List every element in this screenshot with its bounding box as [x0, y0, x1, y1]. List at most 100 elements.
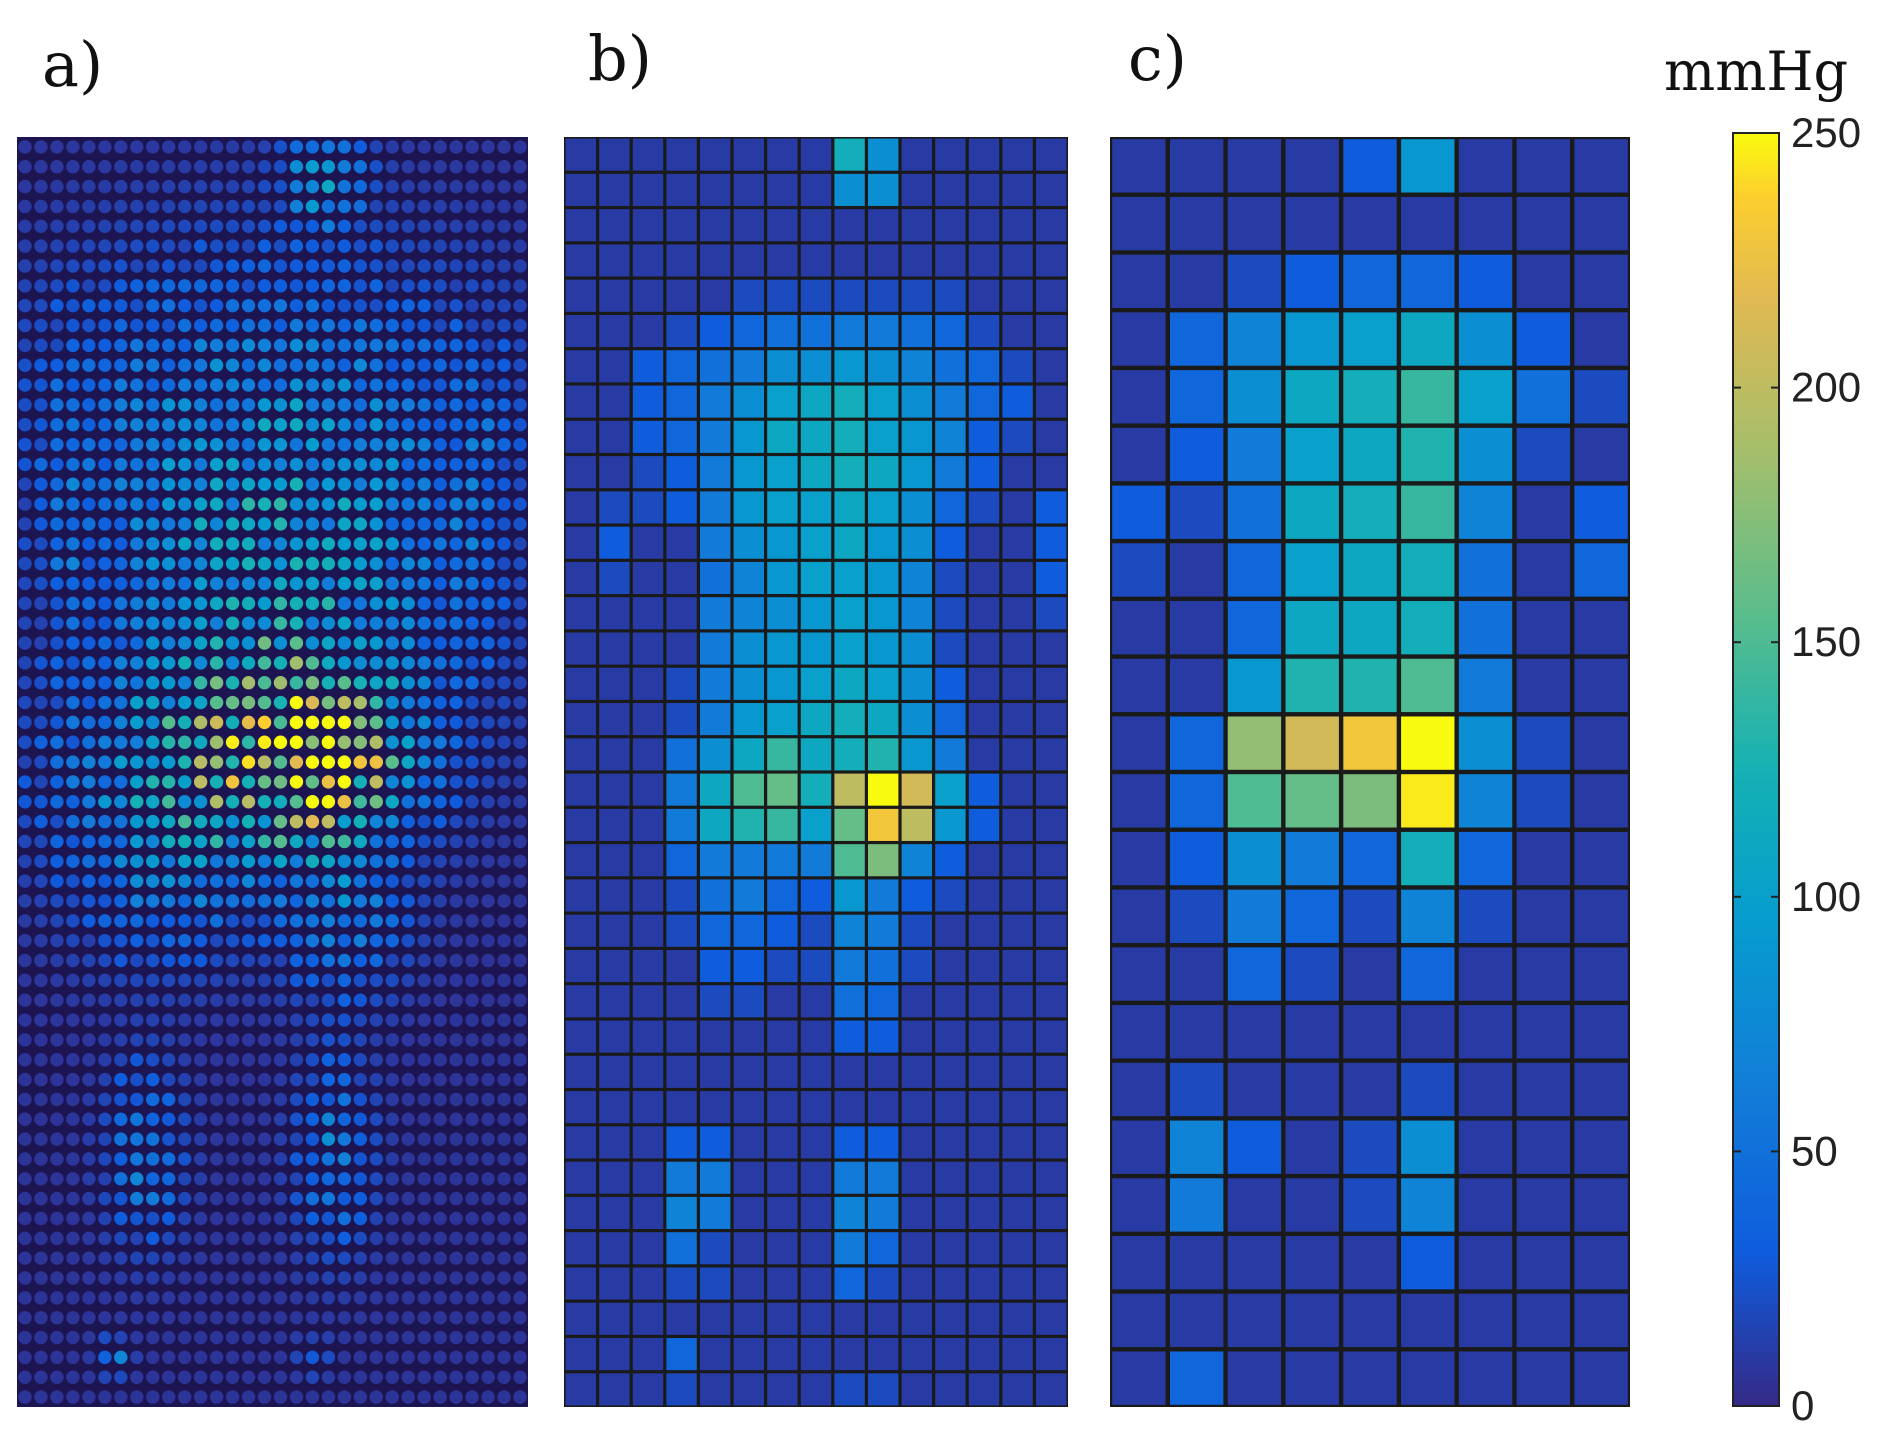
- heatmap-cell: [337, 457, 352, 472]
- heatmap-cell: [50, 1251, 64, 1265]
- heatmap-cell: [433, 1191, 447, 1206]
- heatmap-cell: [481, 338, 495, 353]
- heatmap-cell: [449, 854, 463, 869]
- heatmap-cell: [34, 695, 48, 710]
- heatmap-cell: [369, 497, 384, 511]
- heatmap-cell: [449, 1330, 463, 1345]
- heatmap-cell: [1227, 831, 1282, 886]
- heatmap-cell: [599, 350, 630, 383]
- heatmap-cell: [337, 338, 352, 353]
- heatmap-cell: [369, 358, 384, 372]
- heatmap-cell: [177, 1152, 192, 1166]
- heatmap-cell: [369, 814, 384, 829]
- heatmap-cell: [257, 933, 272, 948]
- heatmap-cell: [1227, 543, 1282, 597]
- heatmap-cell: [82, 814, 96, 829]
- heatmap-cell: [1285, 831, 1339, 886]
- heatmap-cell: [599, 456, 630, 489]
- heatmap-cell: [177, 596, 192, 611]
- heatmap-cell: [1516, 254, 1571, 308]
- heatmap-cell: [257, 1291, 272, 1305]
- heatmap-cell: [18, 933, 32, 948]
- heatmap-cell: [130, 993, 144, 1007]
- heatmap-cell: [369, 556, 384, 571]
- heatmap-cell: [257, 418, 272, 432]
- heatmap-cell: [401, 338, 415, 353]
- heatmap-cell: [98, 973, 112, 988]
- heatmap-cell: [1227, 139, 1282, 193]
- heatmap-cell: [321, 160, 336, 174]
- heatmap-cell: [465, 1152, 479, 1166]
- heatmap-cell: [700, 1232, 731, 1265]
- heatmap-cell: [273, 437, 288, 452]
- heatmap-cell: [417, 477, 431, 491]
- heatmap-cell: [385, 318, 399, 333]
- heatmap-cell: [337, 537, 352, 551]
- heatmap-cell: [666, 632, 697, 665]
- heatmap-cell: [305, 695, 320, 710]
- heatmap-cell: [1227, 485, 1282, 539]
- heatmap-cell: [968, 808, 1000, 841]
- heatmap-cell: [834, 1161, 865, 1194]
- heatmap-cell: [1036, 420, 1067, 453]
- heatmap-cell: [257, 537, 272, 551]
- heatmap-cell: [225, 1191, 240, 1206]
- heatmap-cell: [513, 140, 527, 154]
- heatmap-cell: [161, 358, 176, 372]
- heatmap-cell: [497, 795, 511, 809]
- heatmap-cell: [177, 914, 192, 928]
- heatmap-cell: [417, 1271, 431, 1285]
- heatmap-cell: [146, 596, 160, 611]
- heatmap-cell: [901, 420, 932, 453]
- heatmap-cell: [385, 378, 399, 392]
- heatmap-cell: [666, 526, 697, 559]
- heatmap-cell: [98, 1092, 112, 1107]
- heatmap-cell: [257, 755, 272, 769]
- heatmap-cell: [401, 1112, 415, 1126]
- heatmap-cell: [497, 160, 511, 174]
- heatmap-cell: [305, 735, 320, 749]
- heatmap-cell: [733, 209, 764, 242]
- heatmap-cell: [513, 1231, 527, 1246]
- heatmap-cell: [321, 695, 336, 710]
- heatmap-cell: [1343, 774, 1397, 828]
- heatmap-cell: [353, 179, 368, 194]
- heatmap-cell: [599, 985, 630, 1018]
- heatmap-cell: [225, 715, 240, 730]
- heatmap-cell: [800, 738, 832, 771]
- heatmap-cell: [968, 1055, 1000, 1088]
- heatmap-cell: [513, 477, 527, 491]
- heatmap-cell: [337, 993, 352, 1007]
- heatmap-cell: [161, 497, 176, 511]
- heatmap-cell: [66, 318, 80, 333]
- heatmap-cell: [513, 814, 527, 829]
- heatmap-cell: [321, 1251, 336, 1265]
- heatmap-cell: [433, 715, 447, 730]
- heatmap-cell: [225, 576, 240, 591]
- heatmap-cell: [66, 576, 80, 591]
- heatmap-cell: [401, 298, 415, 313]
- heatmap-cell: [146, 1271, 160, 1285]
- heatmap-cell: [565, 985, 596, 1018]
- heatmap-cell: [50, 1370, 64, 1384]
- heatmap-cell: [66, 140, 80, 154]
- heatmap-cell: [34, 1271, 48, 1285]
- heatmap-cell: [209, 517, 224, 531]
- heatmap-cell: [337, 914, 352, 928]
- heatmap-cell: [321, 854, 336, 869]
- heatmap-cell: [481, 1152, 495, 1166]
- heatmap-cell: [161, 1072, 176, 1087]
- heatmap-cell: [968, 773, 1000, 806]
- heatmap-cell: [161, 1291, 176, 1305]
- heatmap-cell: [1002, 844, 1033, 877]
- heatmap-cell: [209, 1350, 224, 1365]
- heatmap-cell: [289, 755, 304, 769]
- heatmap-cell: [161, 1370, 176, 1384]
- heatmap-cell: [98, 894, 112, 908]
- heatmap-cell: [401, 1310, 415, 1325]
- heatmap-cell: [225, 695, 240, 710]
- heatmap-cell: [209, 1072, 224, 1087]
- heatmap-cell: [497, 1310, 511, 1325]
- heatmap-cell: [369, 576, 384, 591]
- heatmap-cell: [353, 1013, 368, 1027]
